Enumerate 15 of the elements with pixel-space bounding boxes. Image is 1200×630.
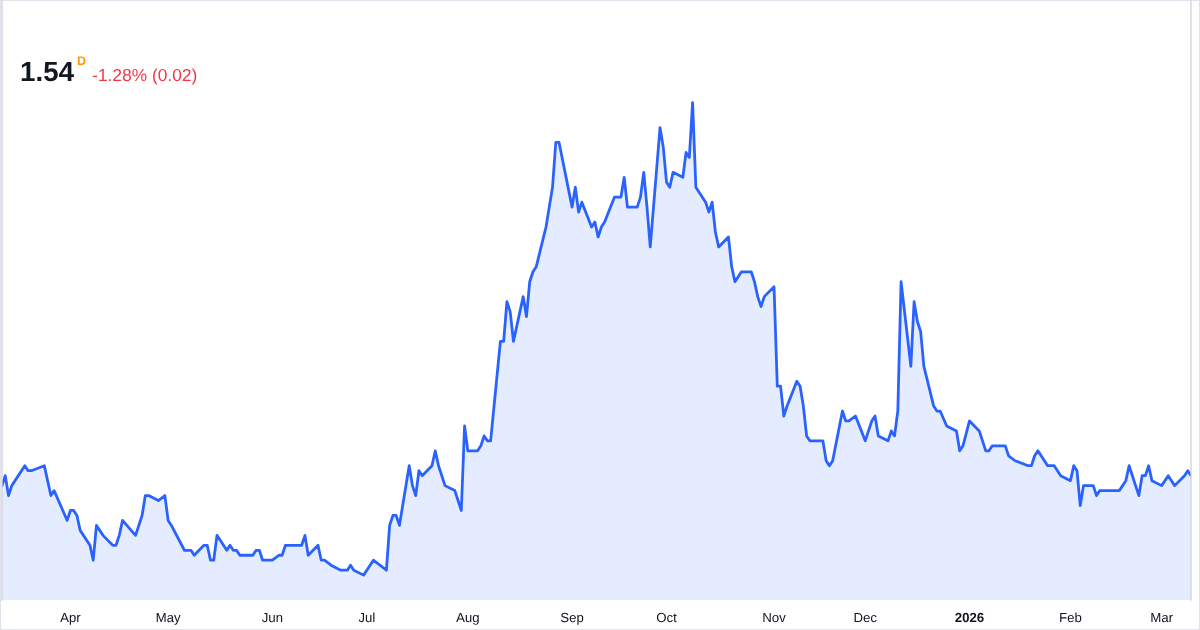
text: D — [77, 56, 86, 65]
x-tick-label: Aug — [456, 612, 479, 625]
x-tick-label: May — [156, 612, 181, 625]
x-tick-label: Oct — [656, 612, 677, 623]
x-tick-label: Mar — [1151, 612, 1173, 623]
x-tick-label: 2026 — [955, 612, 984, 623]
x-tick-label: Jul — [358, 612, 375, 623]
x-tick-label: Jun — [261, 612, 283, 623]
x-tick-label: Nov — [763, 612, 786, 623]
chart-subtitle: -1.28% (0.02) — [92, 68, 197, 85]
x-tick-label: Sep — [560, 612, 584, 625]
x-tick-label: Apr — [60, 612, 81, 625]
x-tick-label: Feb — [1060, 612, 1082, 623]
chart-title: 1.54 — [21, 61, 74, 82]
x-tick-label: Dec — [854, 612, 877, 623]
